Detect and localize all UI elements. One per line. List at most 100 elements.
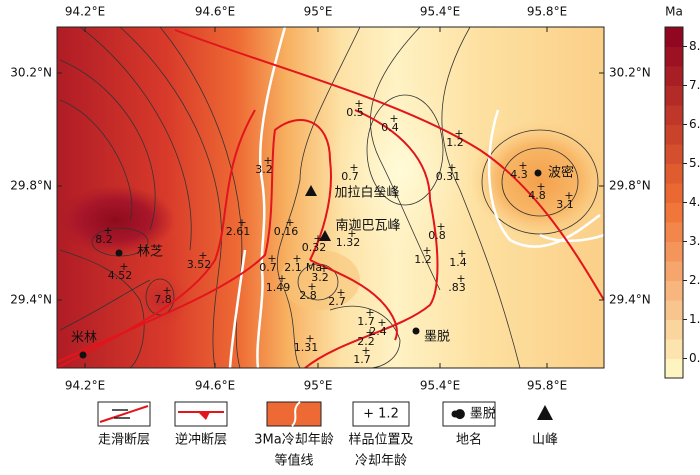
sample-marker: + [456, 272, 465, 285]
place-dot [115, 249, 123, 257]
age-unit: Ma [306, 261, 322, 274]
peak-marker [319, 230, 331, 241]
colorbar-tick-label: 2.5 [689, 273, 700, 287]
place-dot [79, 351, 87, 359]
legend-symbol: ● 墨脱 [454, 407, 495, 422]
colorbar-cell [665, 105, 683, 125]
sample-age: 3.1 [556, 198, 574, 211]
sample-marker: + [361, 344, 370, 357]
lat-tick-label-right: 29.8°N [609, 179, 651, 193]
lon-tick-label-top: 95.4°E [420, 5, 460, 19]
colorbar-cell [665, 124, 683, 145]
colorbar-cell [665, 222, 683, 242]
sample-marker: + [103, 224, 112, 237]
sample-age: 4.8 [528, 189, 546, 202]
sample-age: 4.52 [108, 269, 133, 282]
sample-marker: + [336, 286, 345, 299]
sample-age: 0.32 [302, 241, 327, 254]
legend-label: 地名 [456, 432, 482, 448]
place-dot [534, 169, 542, 177]
colorbar-cell [665, 66, 683, 86]
sample-marker: + [349, 161, 358, 174]
sample-marker: + [237, 216, 246, 229]
sample-age: 2.2 [357, 335, 375, 348]
sample-age: 1.49 [266, 281, 291, 294]
lat-tick-label-left: 29.8°N [10, 179, 52, 193]
colorbar-cell [665, 144, 683, 164]
sample-age: 2.61 [226, 225, 251, 238]
legend-label: 样品位置及 [348, 433, 413, 448]
sample-marker: + [365, 306, 374, 319]
sample-age: 3.2 [311, 271, 329, 284]
sample-marker: + [162, 284, 171, 297]
sample-marker: + [313, 232, 322, 245]
sample-age: 0.7 [259, 261, 277, 274]
colorbar-cell [665, 46, 683, 67]
legend-symbol: + 1.2 [363, 407, 399, 422]
colorbar-cell [665, 183, 683, 203]
lat-tick-label-right: 29.4°N [609, 293, 651, 307]
sample-age: 0.5 [346, 106, 364, 119]
lon-tick-label-top: 94.6°E [195, 5, 235, 19]
lat-tick-label-left: 29.4°N [10, 293, 52, 307]
sample-marker: + [292, 252, 301, 265]
sample-marker: + [277, 272, 286, 285]
lon-tick-label-top: 94.2°E [65, 5, 105, 19]
sample-marker: + [564, 189, 573, 202]
colorbar-tick-label: 4.5 [689, 195, 700, 209]
legend-label: 3Ma冷却年龄 [254, 433, 333, 448]
sample-marker: + [307, 280, 316, 293]
sample-age: 8.2 [95, 233, 113, 246]
colorbar-tick-label: 0.5 [689, 351, 700, 365]
sample-age: 0.16 [274, 225, 299, 238]
sample-age: 0.4 [381, 121, 399, 134]
place-name: 米林 [71, 331, 97, 346]
sample-marker: + [536, 180, 545, 193]
sample-marker: + [354, 97, 363, 110]
lat-tick-label-right: 30.2°N [609, 66, 651, 80]
lon-tick-label-top: 95.8°E [527, 5, 567, 19]
sample-age: 1.2 [446, 136, 464, 149]
colorbar-cell [665, 202, 683, 223]
sample-age: 1.31 [294, 341, 319, 354]
colorbar-cell [665, 261, 683, 281]
legend-label: 走滑断层 [98, 433, 150, 448]
colorbar-tick-label: 7.5 [689, 78, 700, 92]
sample-marker: + [377, 316, 386, 329]
legend-label: 逆冲断层 [175, 432, 227, 448]
place-name: 波密 [548, 165, 574, 181]
colorbar-tick-label: 6.5 [689, 117, 700, 131]
sample-age: 1.7 [357, 315, 375, 328]
sample-age: 2.7 [328, 295, 346, 308]
colorbar-cell [665, 163, 683, 184]
sample-marker: + [518, 159, 527, 172]
faults [57, 29, 604, 368]
sample-age: 3.2 [255, 163, 273, 176]
colorbar-cell [665, 319, 683, 340]
sample-marker: + [347, 227, 356, 240]
sample-marker: + [285, 216, 294, 229]
lon-tick-label-bottom: 94.2°E [65, 379, 105, 393]
colorbar-tick-label: 1.5 [689, 312, 700, 326]
lon-tick-label-bottom: 95°E [304, 379, 333, 393]
sample-age: 0.31 [436, 170, 461, 183]
sample-age: 7.8 [154, 293, 172, 306]
isoline-3ma [228, 27, 604, 368]
place-dot [412, 327, 420, 335]
colorbar-cell [665, 241, 683, 262]
sample-marker: + [198, 249, 207, 262]
colorbar-cell [665, 280, 683, 301]
sample-marker: + [267, 252, 276, 265]
lon-tick-label-bottom: 95.8°E [527, 379, 567, 393]
lon-tick-label-bottom: 94.6°E [195, 379, 235, 393]
sample-age: 0.8 [428, 229, 446, 242]
sample-age: 0.7 [341, 170, 359, 183]
sample-marker: + [457, 247, 466, 260]
lat-tick-label-left: 30.2°N [10, 66, 52, 80]
colorbar-tick-label: 8.5 [689, 39, 700, 53]
place-name: 墨脱 [424, 330, 450, 345]
sample-age: 1.2 [414, 253, 432, 266]
colorbar-cell [665, 339, 683, 359]
